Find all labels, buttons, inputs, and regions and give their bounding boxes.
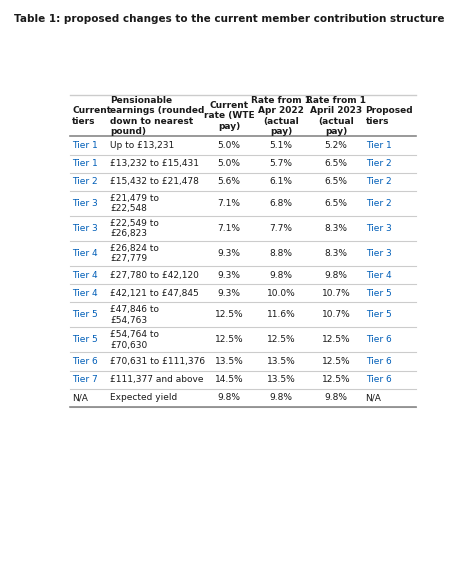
Text: Tier 5: Tier 5	[365, 289, 392, 298]
Text: Tier 4: Tier 4	[72, 249, 98, 258]
Text: 5.0%: 5.0%	[218, 159, 241, 168]
Text: 6.8%: 6.8%	[269, 199, 292, 208]
Text: 12.5%: 12.5%	[266, 335, 295, 344]
Text: Tier 6: Tier 6	[365, 357, 392, 366]
Text: Proposed
tiers: Proposed tiers	[365, 106, 413, 126]
Text: Tier 3: Tier 3	[72, 224, 98, 233]
Text: 10.0%: 10.0%	[266, 289, 295, 298]
Text: Tier 5: Tier 5	[72, 310, 98, 319]
Text: 6.5%: 6.5%	[325, 159, 347, 168]
Text: 10.7%: 10.7%	[322, 289, 351, 298]
Text: Tier 2: Tier 2	[72, 177, 98, 186]
Text: Current
tiers: Current tiers	[72, 106, 111, 126]
Text: Tier 1: Tier 1	[72, 159, 98, 168]
Text: £70,631 to £111,376: £70,631 to £111,376	[110, 357, 205, 366]
Text: 6.5%: 6.5%	[325, 199, 347, 208]
Text: Tier 4: Tier 4	[365, 270, 391, 279]
Text: 6.1%: 6.1%	[269, 177, 292, 186]
Text: £26,824 to
£27,779: £26,824 to £27,779	[110, 244, 159, 263]
Text: Tier 2: Tier 2	[365, 159, 391, 168]
Text: Pensionable
earnings (rounded
down to nearest
pound): Pensionable earnings (rounded down to ne…	[110, 96, 204, 136]
Text: 12.5%: 12.5%	[215, 335, 244, 344]
Text: 9.3%: 9.3%	[218, 249, 241, 258]
Text: Tier 1: Tier 1	[365, 141, 392, 150]
Text: £13,232 to £15,431: £13,232 to £15,431	[110, 159, 199, 168]
Text: Tier 5: Tier 5	[365, 310, 392, 319]
Text: 14.5%: 14.5%	[215, 375, 244, 384]
Text: 5.7%: 5.7%	[269, 159, 292, 168]
Text: Tier 7: Tier 7	[72, 375, 98, 384]
Text: 9.3%: 9.3%	[218, 289, 241, 298]
Text: 9.3%: 9.3%	[218, 270, 241, 279]
Text: Tier 4: Tier 4	[72, 270, 98, 279]
Text: 11.6%: 11.6%	[266, 310, 295, 319]
Text: 8.3%: 8.3%	[325, 249, 347, 258]
Text: 12.5%: 12.5%	[322, 375, 350, 384]
Text: Tier 3: Tier 3	[72, 199, 98, 208]
Text: 12.5%: 12.5%	[215, 310, 244, 319]
Text: N/A: N/A	[365, 393, 382, 402]
Text: 13.5%: 13.5%	[266, 357, 295, 366]
Text: Rate from 1
Apr 2022
(actual
pay): Rate from 1 Apr 2022 (actual pay)	[251, 96, 311, 136]
Text: Table 1: proposed changes to the current member contribution structure: Table 1: proposed changes to the current…	[14, 14, 445, 24]
Text: £21,479 to
£22,548: £21,479 to £22,548	[110, 194, 159, 213]
Text: Tier 3: Tier 3	[365, 249, 392, 258]
Text: 8.3%: 8.3%	[325, 224, 347, 233]
Text: £47,846 to
£54,763: £47,846 to £54,763	[110, 305, 159, 325]
Text: Current
rate (WTE
pay): Current rate (WTE pay)	[204, 101, 255, 131]
Text: 9.8%: 9.8%	[218, 393, 241, 402]
Text: Tier 6: Tier 6	[365, 335, 392, 344]
Text: Up to £13,231: Up to £13,231	[110, 141, 174, 150]
Text: 10.7%: 10.7%	[322, 310, 351, 319]
Text: N/A: N/A	[72, 393, 88, 402]
Text: 12.5%: 12.5%	[322, 335, 350, 344]
Text: 5.2%: 5.2%	[325, 141, 347, 150]
Text: Tier 6: Tier 6	[72, 357, 98, 366]
Text: 7.1%: 7.1%	[218, 199, 241, 208]
Text: £22,549 to
£26,823: £22,549 to £26,823	[110, 219, 159, 238]
Text: 9.8%: 9.8%	[325, 393, 347, 402]
Text: Expected yield: Expected yield	[110, 393, 177, 402]
Text: Rate from 1
April 2023
(actual
pay): Rate from 1 April 2023 (actual pay)	[306, 96, 366, 136]
Text: £54,764 to
£70,630: £54,764 to £70,630	[110, 330, 159, 350]
Text: 5.0%: 5.0%	[218, 141, 241, 150]
Text: 8.8%: 8.8%	[269, 249, 292, 258]
Text: Tier 1: Tier 1	[72, 141, 98, 150]
Text: £15,432 to £21,478: £15,432 to £21,478	[110, 177, 199, 186]
Text: Tier 3: Tier 3	[365, 224, 392, 233]
Text: 5.1%: 5.1%	[269, 141, 292, 150]
Text: 9.8%: 9.8%	[269, 270, 292, 279]
Text: £42,121 to £47,845: £42,121 to £47,845	[110, 289, 199, 298]
Text: 7.1%: 7.1%	[218, 224, 241, 233]
Text: 13.5%: 13.5%	[215, 357, 244, 366]
Text: Tier 4: Tier 4	[72, 289, 98, 298]
Text: £27,780 to £42,120: £27,780 to £42,120	[110, 270, 199, 279]
Text: 12.5%: 12.5%	[322, 357, 350, 366]
Text: £111,377 and above: £111,377 and above	[110, 375, 204, 384]
Text: Tier 2: Tier 2	[365, 177, 391, 186]
Text: 9.8%: 9.8%	[325, 270, 347, 279]
Text: 6.5%: 6.5%	[325, 177, 347, 186]
Text: 5.6%: 5.6%	[218, 177, 241, 186]
Text: 7.7%: 7.7%	[269, 224, 292, 233]
Text: 9.8%: 9.8%	[269, 393, 292, 402]
Text: Tier 6: Tier 6	[365, 375, 392, 384]
Text: 13.5%: 13.5%	[266, 375, 295, 384]
Text: Tier 2: Tier 2	[365, 199, 391, 208]
Text: Tier 5: Tier 5	[72, 335, 98, 344]
